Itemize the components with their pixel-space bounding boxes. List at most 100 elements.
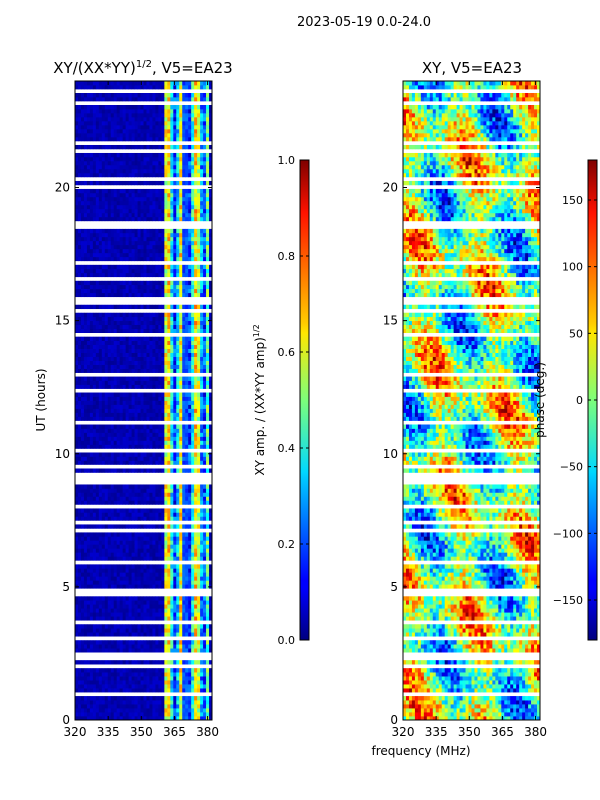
heatmap-cell (89, 660, 94, 665)
heatmap-cell (80, 556, 85, 561)
heatmap-cell (152, 288, 156, 294)
heatmap-cell (152, 416, 156, 421)
heatmap-cell (182, 676, 186, 681)
heatmap-cell (173, 440, 177, 445)
heatmap-cell (167, 192, 171, 198)
heatmap-cell (113, 408, 118, 413)
heatmap-cell (89, 396, 94, 401)
heatmap-cell (209, 680, 212, 685)
heatmap-cell (125, 552, 130, 557)
heatmap-cell (149, 612, 153, 617)
heatmap-cell (125, 640, 130, 645)
heatmap-cell (182, 580, 186, 585)
heatmap-cell (164, 204, 168, 210)
heatmap-cell (134, 288, 138, 294)
heatmap-cell (119, 228, 124, 234)
heatmap-cell (167, 196, 171, 202)
heatmap-cell (200, 356, 204, 361)
heatmap-cell (137, 532, 141, 537)
heatmap-cell (170, 280, 174, 286)
heatmap-cell (137, 632, 141, 637)
heatmap-cell (194, 444, 198, 449)
heatmap-cell (86, 208, 91, 214)
heatmap-cell (203, 612, 207, 617)
heatmap-cell (152, 292, 156, 298)
heatmap-cell (173, 700, 177, 705)
heatmap-cell (209, 200, 212, 206)
heatmap-cell (146, 696, 150, 701)
heatmap-cell (98, 172, 103, 178)
heatmap-cell (149, 684, 153, 689)
heatmap-cell (185, 704, 189, 709)
heatmap-cell (161, 336, 165, 341)
heatmap-cell (128, 564, 132, 569)
heatmap-cell (176, 404, 180, 409)
heatmap-cell (77, 380, 82, 385)
heatmap-cell (161, 288, 165, 294)
heatmap-cell (164, 368, 168, 373)
heatmap-cell (116, 576, 121, 581)
heatmap-cell (194, 360, 198, 365)
heatmap-cell (182, 232, 186, 238)
heatmap-cell (191, 368, 195, 373)
heatmap-cell (122, 548, 127, 553)
heatmap-cell (188, 400, 192, 405)
heatmap-cell (170, 496, 174, 501)
heatmap-cell (155, 252, 159, 258)
heatmap-cell (194, 344, 198, 349)
heatmap-cell (155, 680, 159, 685)
heatmap-cell (203, 280, 207, 286)
heatmap-cell (185, 488, 189, 493)
heatmap-cell (116, 172, 121, 178)
heatmap-cell (75, 400, 79, 405)
heatmap-cell (164, 628, 168, 633)
heatmap-cell (83, 668, 88, 673)
heatmap-cell (122, 516, 127, 521)
heatmap-cell (203, 364, 207, 369)
heatmap-cell (128, 340, 132, 345)
heatmap-cell (188, 484, 192, 489)
heatmap-cell (164, 440, 168, 445)
heatmap-cell (86, 312, 91, 318)
heatmap-cell (80, 672, 85, 677)
heatmap-cell (167, 572, 171, 577)
heatmap-cell (101, 380, 106, 385)
heatmap-cell (98, 492, 103, 497)
heatmap-cell (110, 292, 115, 298)
heatmap-cell (209, 432, 212, 437)
heatmap-cell (206, 444, 210, 449)
heatmap-cell (113, 392, 118, 397)
heatmap-cell (89, 400, 94, 405)
heatmap-cell (137, 380, 141, 385)
heatmap-cell (83, 208, 88, 214)
heatmap-cell (182, 456, 186, 461)
heatmap-cell (149, 292, 153, 298)
heatmap-cell (209, 404, 212, 409)
heatmap-cell (179, 392, 183, 397)
heatmap-cell (80, 212, 85, 218)
heatmap-cell (75, 576, 79, 581)
heatmap-cell (167, 360, 171, 365)
heatmap-cell (170, 644, 174, 649)
heatmap-cell (134, 564, 138, 569)
heatmap-cell (167, 180, 171, 186)
heatmap-cell (191, 248, 195, 254)
heatmap-cell (188, 180, 192, 186)
heatmap-cell (95, 336, 100, 341)
heatmap-cell (149, 340, 153, 345)
heatmap-cell (173, 512, 177, 517)
heatmap-cell (134, 244, 138, 250)
heatmap-cell (131, 516, 135, 521)
heatmap-cell (128, 244, 132, 250)
heatmap-cell (86, 596, 91, 601)
heatmap-cell (167, 492, 171, 497)
heatmap-cell (167, 680, 171, 685)
heatmap-cell (131, 608, 135, 613)
heatmap-cell (209, 712, 212, 717)
heatmap-cell (167, 404, 171, 409)
heatmap-cell (158, 668, 162, 673)
flagged-row (75, 296, 212, 301)
heatmap-cell (146, 400, 150, 405)
heatmap-cell (95, 596, 100, 601)
heatmap-cell (110, 436, 115, 441)
